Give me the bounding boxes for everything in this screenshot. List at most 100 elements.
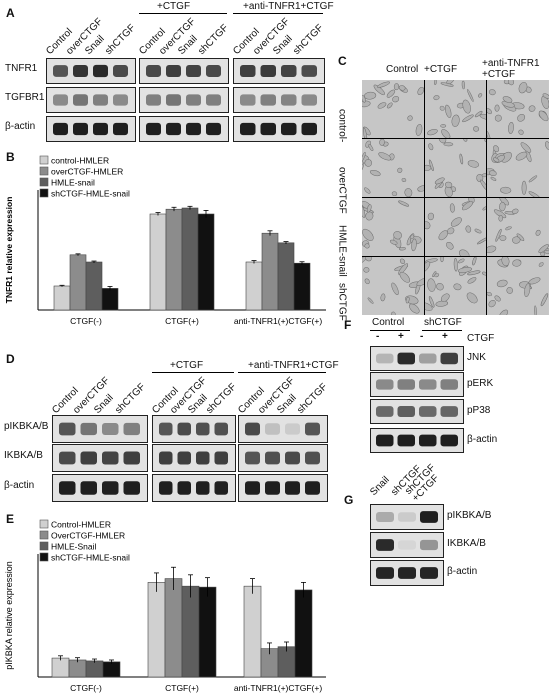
ctgf-label: CTGF bbox=[467, 333, 495, 344]
cell-shape bbox=[398, 200, 410, 207]
band bbox=[419, 353, 437, 364]
cell-shape bbox=[366, 204, 372, 213]
band-strip bbox=[239, 416, 327, 442]
band bbox=[59, 451, 76, 465]
cell-shape bbox=[538, 110, 549, 122]
bar bbox=[261, 232, 279, 311]
cell-shape bbox=[377, 102, 387, 109]
band bbox=[419, 434, 437, 447]
group-label: Control bbox=[372, 317, 405, 328]
cell-shape bbox=[389, 239, 398, 245]
blot-strip bbox=[139, 116, 229, 142]
band bbox=[301, 65, 317, 77]
band bbox=[123, 481, 140, 495]
bar bbox=[293, 262, 311, 311]
micrograph-cell bbox=[487, 80, 549, 138]
column-header: Control bbox=[386, 64, 419, 75]
cell-shape bbox=[450, 217, 462, 227]
group-line bbox=[370, 330, 410, 331]
cell-shape bbox=[474, 228, 481, 234]
blot-strip bbox=[370, 560, 444, 586]
cell-shape bbox=[499, 202, 506, 212]
cell-shape bbox=[378, 152, 392, 161]
blot-strip bbox=[238, 474, 328, 502]
band bbox=[281, 94, 297, 106]
band bbox=[93, 64, 108, 78]
cell-shape bbox=[505, 226, 512, 231]
cell-shape bbox=[466, 292, 478, 304]
cell-shape bbox=[452, 283, 461, 291]
bar bbox=[85, 660, 104, 678]
band bbox=[305, 451, 320, 465]
group-line bbox=[238, 372, 326, 373]
band-strip bbox=[140, 59, 228, 83]
bar bbox=[69, 254, 87, 311]
bar bbox=[165, 208, 183, 311]
legend-swatch bbox=[39, 541, 49, 551]
cell-shape bbox=[499, 309, 509, 315]
band bbox=[240, 94, 256, 106]
cell-shape bbox=[518, 82, 528, 94]
band bbox=[440, 352, 458, 365]
cell-shape bbox=[540, 293, 549, 307]
row-label: JNK bbox=[467, 352, 486, 363]
bar bbox=[181, 585, 200, 678]
cell-shape bbox=[528, 175, 538, 183]
cell-shape bbox=[426, 278, 436, 292]
x-tick-label: CTGF(+) bbox=[165, 316, 199, 326]
cell-shape bbox=[477, 93, 482, 98]
blot-strip bbox=[233, 58, 325, 84]
band bbox=[166, 65, 181, 77]
cell-shape bbox=[433, 80, 437, 85]
bar bbox=[147, 582, 166, 678]
cell-shape bbox=[487, 245, 497, 253]
cell-shape bbox=[404, 188, 413, 197]
cell-shape bbox=[466, 89, 474, 102]
band bbox=[398, 567, 416, 579]
band bbox=[285, 423, 300, 435]
cell-shape bbox=[401, 177, 407, 183]
micrograph-cell bbox=[487, 257, 549, 315]
band-strip bbox=[371, 533, 443, 557]
cell-shape bbox=[528, 105, 536, 112]
blot-strip bbox=[238, 444, 328, 472]
band-strip bbox=[47, 117, 135, 141]
micrograph-cell bbox=[424, 198, 486, 256]
cell-shape bbox=[428, 296, 434, 308]
cell-shape bbox=[438, 139, 446, 144]
band bbox=[214, 422, 228, 436]
cell-shape bbox=[444, 104, 451, 118]
blot-strip bbox=[46, 87, 136, 113]
cell-shape bbox=[507, 80, 514, 86]
panel-label-f: F bbox=[344, 318, 352, 332]
band bbox=[285, 481, 300, 495]
cell-shape bbox=[443, 142, 453, 147]
band-strip bbox=[47, 59, 135, 83]
cell-shape bbox=[444, 181, 452, 188]
legend-swatch bbox=[39, 155, 49, 165]
x-tick-label: CTGF(-) bbox=[70, 683, 102, 693]
legend-label: HMLE-snail bbox=[51, 178, 95, 188]
cell-shape bbox=[467, 277, 476, 284]
band bbox=[186, 94, 201, 106]
cell-shape bbox=[428, 159, 434, 172]
row-label: pIKBKA/B bbox=[4, 421, 49, 432]
band bbox=[113, 122, 128, 136]
band bbox=[196, 422, 210, 436]
cell-shape bbox=[474, 110, 482, 118]
legend-swatch bbox=[39, 166, 49, 176]
bar bbox=[85, 261, 103, 311]
row-label: β-actin bbox=[4, 480, 35, 491]
band-strip bbox=[234, 117, 324, 141]
bar bbox=[277, 242, 295, 311]
bar bbox=[51, 657, 70, 678]
group-label: +CTGF bbox=[170, 360, 204, 371]
cell-shape bbox=[399, 271, 411, 283]
band bbox=[214, 481, 228, 495]
cell-shape bbox=[483, 139, 486, 143]
band-strip bbox=[140, 88, 228, 112]
chart-e: pIKBKA relative expression CTGF(-) CTGF(+)… bbox=[4, 520, 326, 693]
cell-shape bbox=[449, 203, 455, 213]
blot-strip bbox=[233, 87, 325, 113]
band bbox=[80, 451, 97, 465]
